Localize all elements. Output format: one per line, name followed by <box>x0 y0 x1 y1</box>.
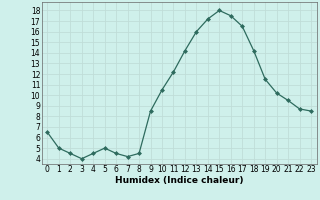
X-axis label: Humidex (Indice chaleur): Humidex (Indice chaleur) <box>115 176 244 185</box>
